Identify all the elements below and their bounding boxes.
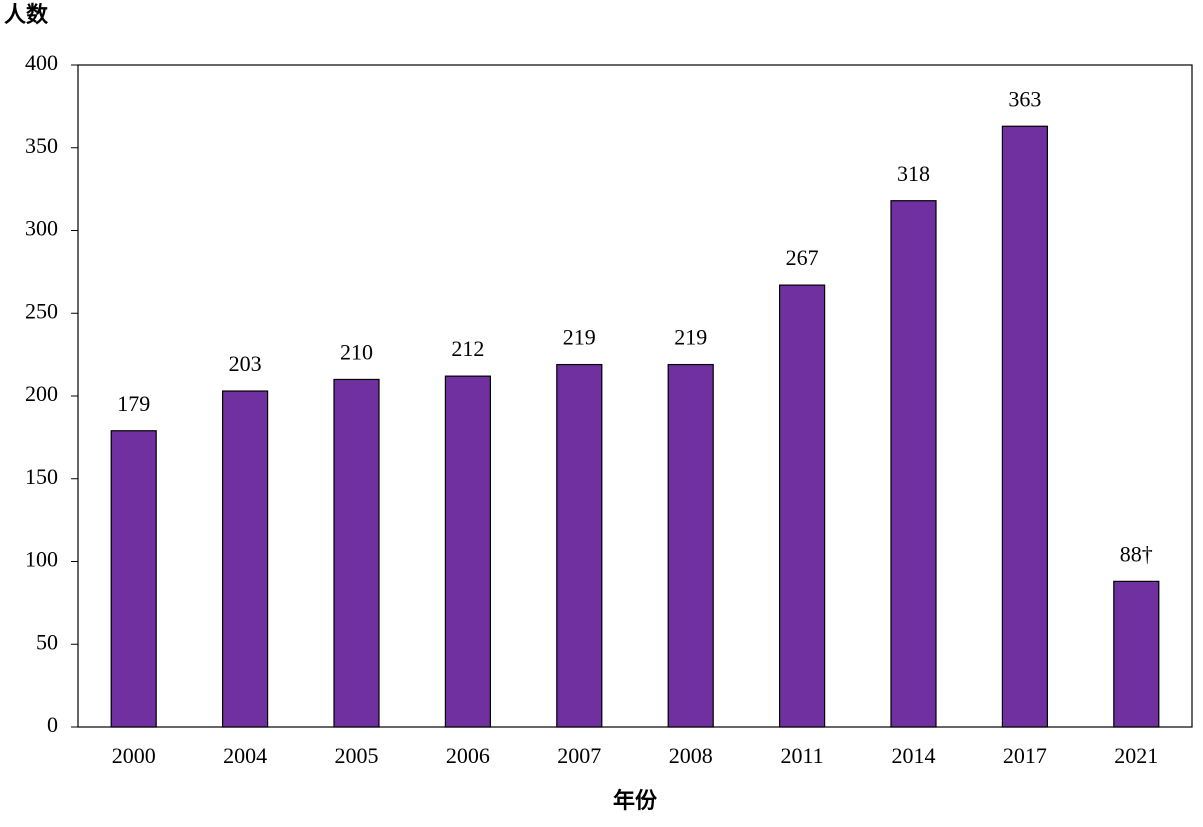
bar [222, 390, 269, 728]
bar [1001, 125, 1049, 728]
x-tick-label: 2021 [1114, 743, 1158, 768]
bar [333, 378, 380, 728]
bar [667, 363, 714, 728]
x-tick-label: 2014 [892, 743, 936, 768]
y-tick-label: 350 [25, 133, 58, 158]
y-tick-label: 100 [25, 547, 58, 572]
data-label: 88† [1120, 541, 1153, 566]
bar [1113, 580, 1160, 728]
x-tick-label: 2007 [557, 743, 601, 768]
x-tick-label: 2004 [223, 743, 267, 768]
x-tick-label: 2006 [446, 743, 490, 768]
data-label: 212 [451, 336, 484, 361]
data-label: 210 [340, 339, 373, 364]
x-axis-title: 年份 [613, 788, 658, 814]
data-label: 179 [117, 391, 150, 416]
bar [556, 363, 603, 728]
bar [778, 284, 826, 728]
y-tick-label: 150 [25, 464, 58, 489]
data-label: 267 [786, 245, 819, 270]
x-tick-label: 2008 [669, 743, 713, 768]
bar [110, 430, 157, 728]
bar [890, 200, 937, 728]
y-tick-label: 300 [25, 216, 58, 241]
y-axis-title: 人数 [4, 2, 49, 28]
data-label: 318 [897, 161, 930, 186]
y-tick-label: 200 [25, 381, 58, 406]
y-tick-label: 0 [47, 712, 58, 737]
data-label: 219 [674, 325, 707, 350]
y-tick-label: 50 [36, 629, 58, 654]
bar [444, 375, 491, 728]
x-tick-label: 2005 [335, 743, 379, 768]
x-tick-label: 2000 [112, 743, 156, 768]
data-label: 203 [229, 351, 262, 376]
y-tick-label: 250 [25, 298, 58, 323]
data-label: 363 [1008, 86, 1041, 111]
x-tick-label: 2011 [781, 743, 824, 768]
x-tick-label: 2017 [1003, 743, 1047, 768]
y-tick-label: 400 [25, 50, 58, 75]
data-label: 219 [563, 325, 596, 350]
